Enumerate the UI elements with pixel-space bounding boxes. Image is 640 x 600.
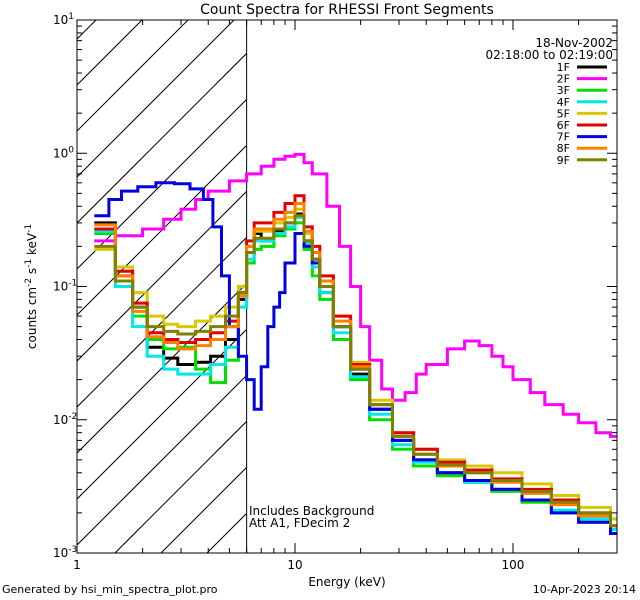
series-line-6F [94, 194, 617, 528]
legend-label-1F: 1F [557, 61, 570, 74]
hatch-line [77, 190, 247, 362]
y-tick-label: 10-3 [53, 545, 77, 560]
hatch-line [77, 52, 247, 224]
hatch-line [77, 144, 247, 316]
hatch-line [77, 282, 247, 454]
hatch-line [77, 98, 247, 270]
series-group [94, 152, 617, 535]
hatch-line [77, 20, 235, 178]
legend-label-8F: 8F [557, 142, 570, 155]
annotation-1: Includes Background [249, 504, 374, 518]
x-tick-label: 1 [73, 558, 81, 572]
x-tick-label: 10 [287, 558, 302, 572]
legend-label-2F: 2F [557, 73, 570, 86]
legend-label-3F: 3F [557, 84, 570, 97]
spectrum-date: 18-Nov-2002 [535, 36, 613, 50]
legend-label-4F: 4F [557, 96, 570, 109]
legend-label-6F: 6F [557, 119, 570, 132]
legend-label-5F: 5F [557, 107, 570, 120]
series-line-9F [94, 214, 617, 528]
hatch-line [77, 20, 189, 132]
y-tick-label: 10-1 [53, 279, 77, 294]
series-line-7F [94, 181, 617, 535]
x-tick-label: 100 [502, 558, 525, 572]
generation-timestamp: 10-Apr-2023 20:14 [532, 583, 636, 596]
hatch-line [114, 420, 247, 553]
y-tick-label: 101 [53, 12, 74, 27]
x-axis-label: Energy (keV) [308, 575, 385, 589]
hatch-line [206, 512, 247, 553]
hatch-region [77, 20, 247, 553]
hatch-line [77, 374, 247, 546]
generator-credit: Generated by hsi_min_spectra_plot.pro [2, 583, 218, 596]
series-line-2F [94, 152, 617, 438]
hatch-line [77, 20, 97, 40]
annotation-2: Att A1, FDecim 2 [249, 516, 350, 530]
y-tick-label: 100 [53, 145, 74, 160]
series-line-1F [94, 212, 617, 531]
hatch-line [77, 236, 247, 408]
spectrum-time-range: 02:18:00 to 02:19:00 [486, 48, 613, 62]
y-axis-label: counts cm-2 s-1 keV-1 [24, 224, 39, 349]
chart-title: Count Spectra for RHESSI Front Segments [200, 2, 494, 18]
legend-label-7F: 7F [557, 131, 570, 144]
hatch-line [77, 328, 247, 500]
plot-frame [76, 19, 618, 554]
legend-label-9F: 9F [557, 154, 570, 167]
y-tick-label: 10-2 [53, 412, 77, 427]
